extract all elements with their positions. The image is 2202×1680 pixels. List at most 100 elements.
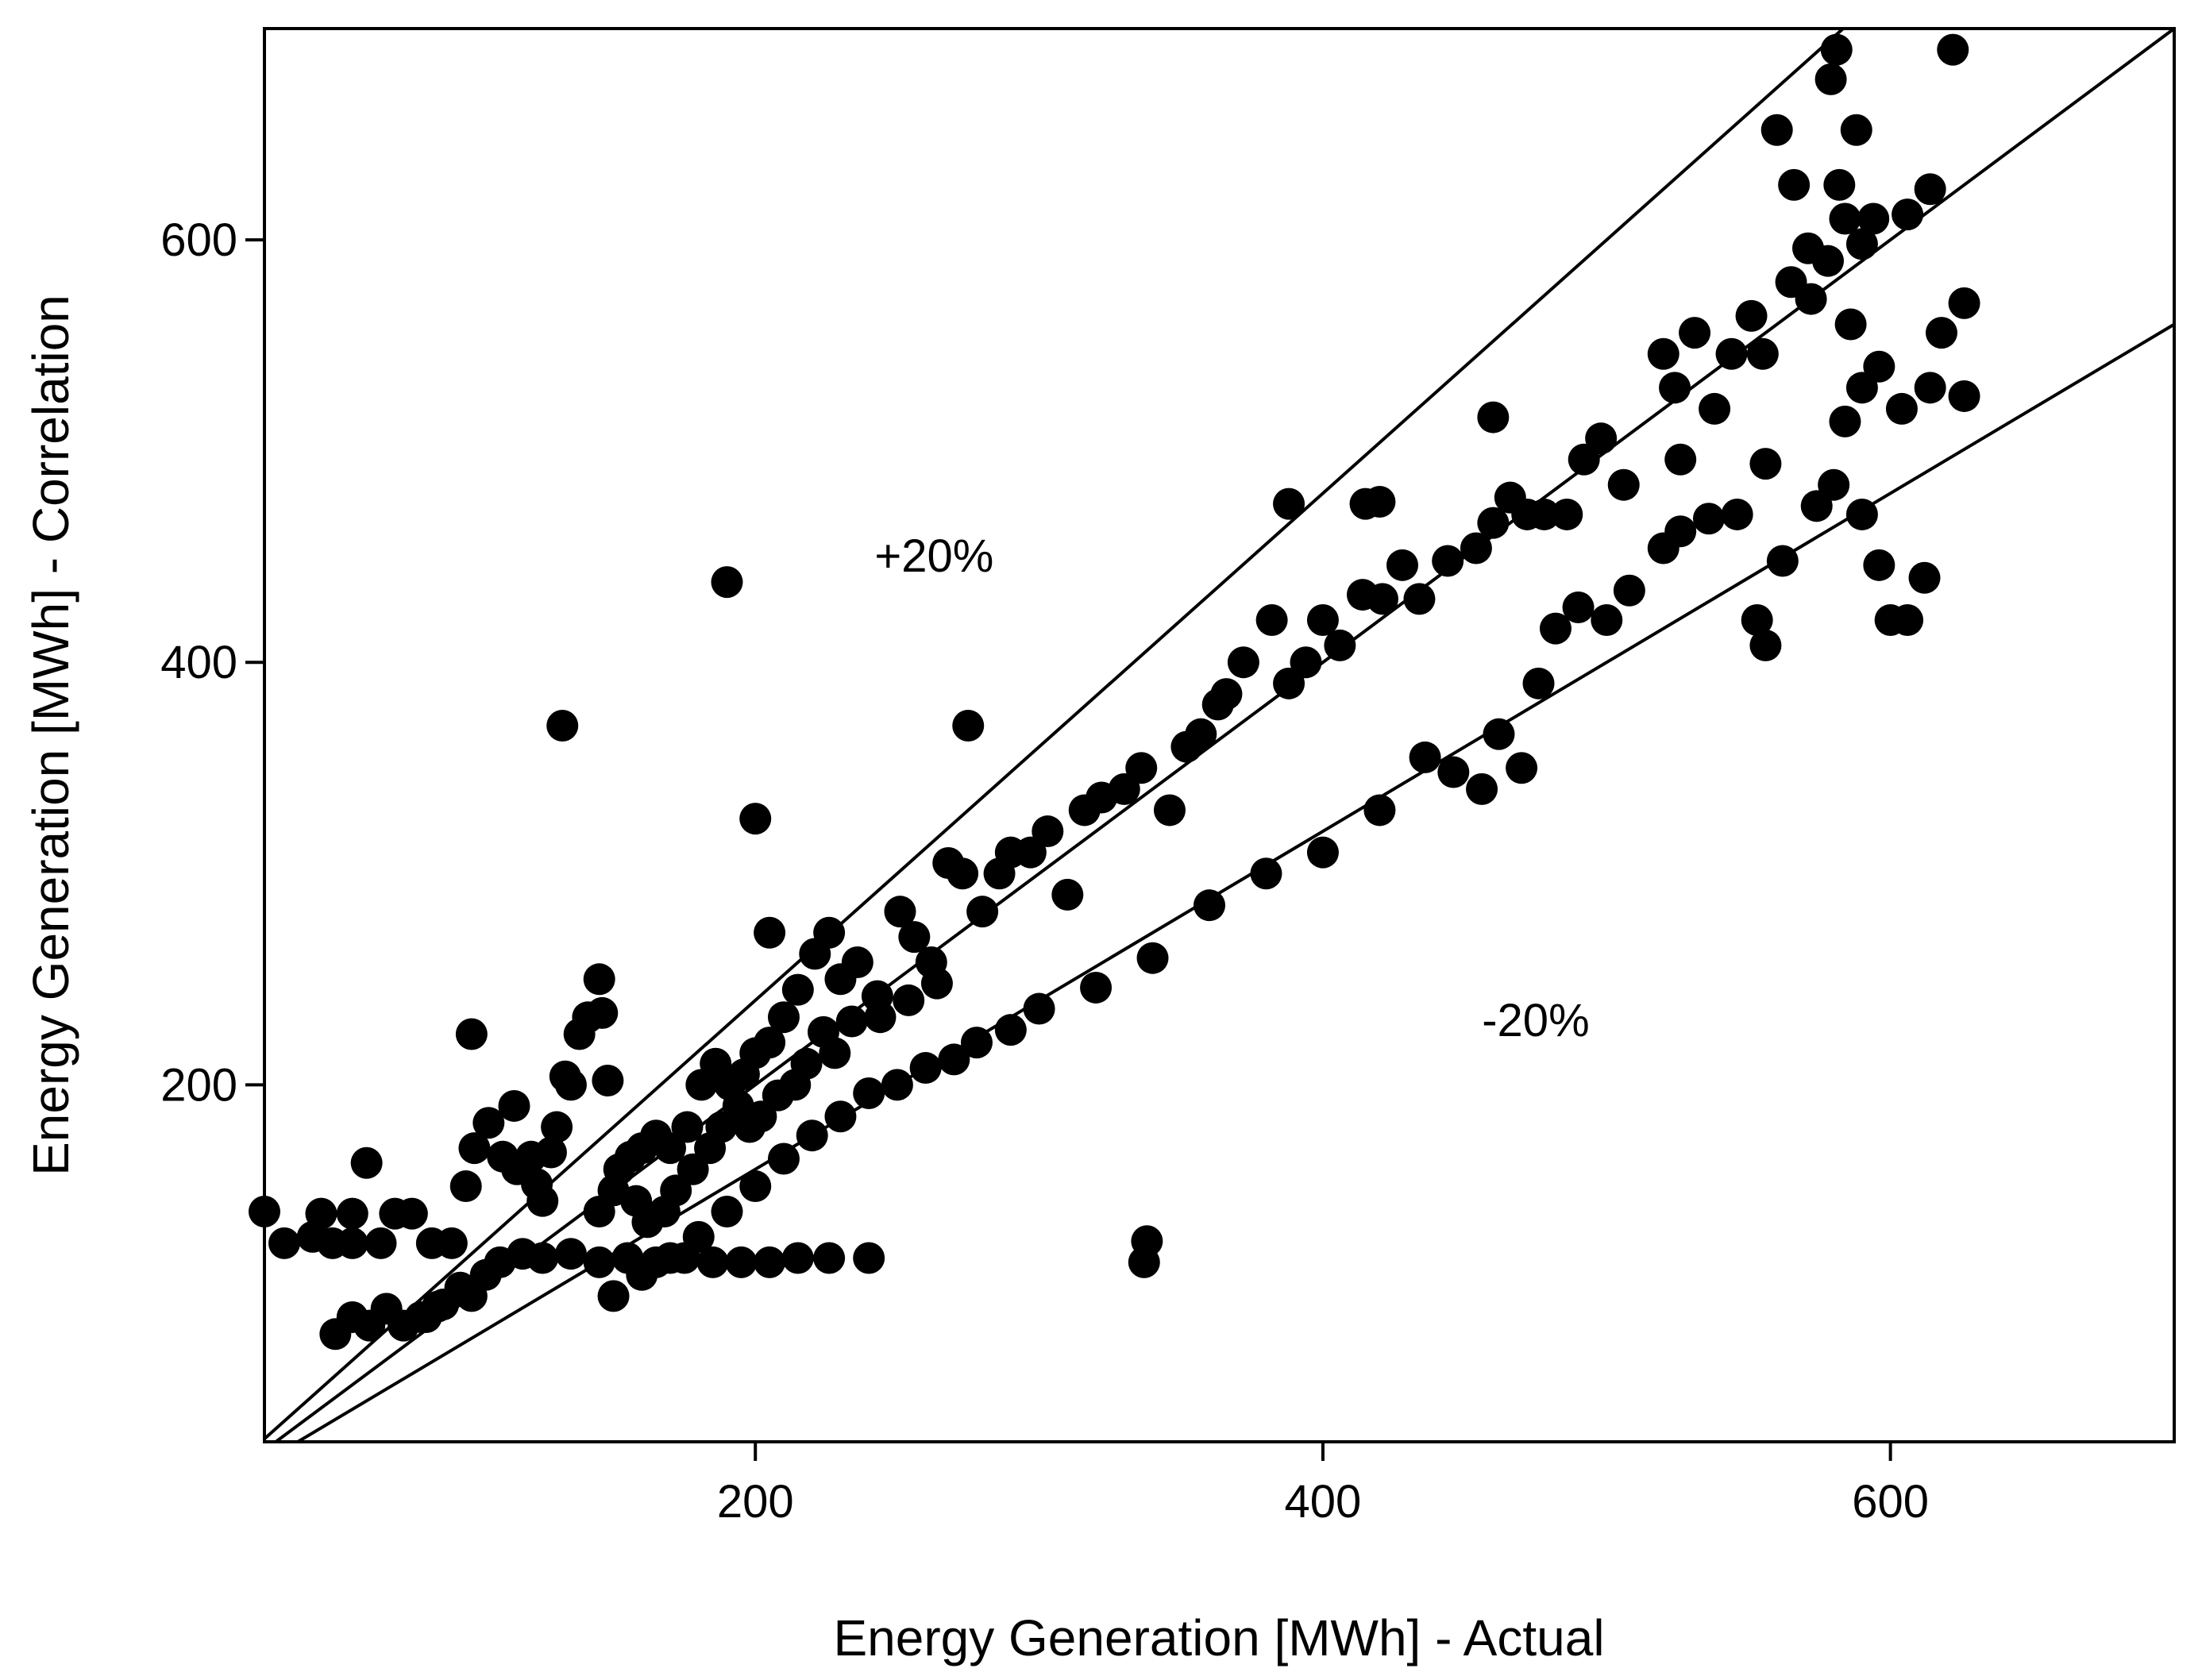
data-point	[1664, 515, 1697, 548]
data-point	[754, 1246, 786, 1278]
data-point	[1528, 498, 1560, 530]
data-point	[754, 916, 786, 949]
data-point	[1749, 448, 1782, 480]
data-point	[1366, 583, 1398, 615]
data-point	[1863, 549, 1895, 581]
data-point	[1829, 202, 1861, 235]
plot-frame	[263, 27, 2176, 1443]
data-point	[1409, 741, 1441, 773]
data-points	[249, 33, 1980, 1351]
data-point	[705, 1111, 738, 1143]
data-point	[884, 896, 916, 928]
data-point	[1937, 33, 1969, 66]
data-point	[1386, 549, 1418, 581]
data-point	[725, 1246, 758, 1278]
data-point	[813, 1242, 846, 1274]
data-point	[554, 1238, 587, 1270]
data-point	[938, 1043, 970, 1076]
data-point	[1863, 350, 1895, 383]
data-point	[1741, 603, 1773, 636]
data-point	[554, 1069, 587, 1101]
y-axis-ticks: 200 400 600	[160, 214, 264, 1111]
data-point	[1562, 591, 1595, 624]
data-point	[781, 1242, 814, 1274]
data-point	[1273, 487, 1305, 520]
data-point	[1746, 337, 1779, 370]
data-point	[1908, 561, 1941, 594]
data-point	[1948, 287, 1980, 319]
data-point	[1715, 337, 1748, 370]
data-point	[1051, 878, 1084, 911]
data-point	[1125, 752, 1158, 784]
data-point	[1131, 1225, 1163, 1258]
data-point	[739, 1170, 772, 1203]
data-point	[1306, 603, 1339, 636]
data-point	[654, 1242, 687, 1274]
y-tick-label: 400	[160, 637, 237, 688]
data-point	[881, 1069, 913, 1101]
data-point	[421, 1290, 453, 1323]
data-point	[1568, 443, 1600, 476]
data-point	[671, 1111, 704, 1143]
data-point	[1834, 308, 1867, 341]
data-point	[1814, 63, 1847, 95]
y-tick-label: 600	[160, 214, 237, 266]
data-point	[1800, 490, 1833, 522]
data-point	[1460, 532, 1492, 564]
data-point	[1023, 992, 1055, 1025]
data-point	[1290, 646, 1322, 679]
data-point	[472, 1107, 505, 1139]
data-point	[1403, 583, 1436, 615]
data-point	[682, 1220, 715, 1253]
data-point	[711, 1195, 743, 1227]
data-point	[952, 710, 985, 742]
data-point	[1324, 629, 1356, 661]
data-point	[947, 857, 979, 890]
data-point	[435, 1227, 468, 1259]
data-point	[1108, 773, 1140, 805]
data-point	[1845, 498, 1878, 530]
data-point	[824, 1100, 857, 1133]
data-point	[1585, 422, 1618, 455]
data-point	[711, 566, 743, 599]
data-point	[909, 1052, 942, 1085]
x-axis-title: Energy Generation [MWh] - Actual	[833, 1609, 1604, 1667]
data-point	[1032, 815, 1064, 848]
data-point	[1522, 667, 1555, 699]
data-point	[853, 1242, 885, 1274]
data-point	[449, 1170, 482, 1203]
y-tick-label: 200	[160, 1059, 237, 1111]
data-point	[819, 1037, 851, 1069]
data-point	[739, 803, 772, 835]
data-point	[1845, 372, 1878, 404]
data-point	[626, 1258, 658, 1291]
data-point	[841, 946, 873, 979]
data-point	[526, 1185, 559, 1217]
data-point	[853, 1077, 885, 1109]
data-point	[1840, 114, 1872, 146]
data-point	[767, 1142, 800, 1175]
data-point	[1820, 33, 1853, 66]
data-point	[1845, 228, 1878, 260]
annotation-label: +20%	[874, 530, 993, 582]
data-point	[1829, 405, 1861, 437]
data-point	[586, 996, 619, 1029]
data-point	[1647, 337, 1679, 370]
data-point	[458, 1132, 491, 1165]
data-point	[960, 1027, 993, 1059]
data-point	[268, 1227, 301, 1259]
data-point	[1679, 317, 1711, 349]
data-point	[920, 967, 953, 1000]
data-point	[336, 1197, 368, 1230]
data-point	[1153, 794, 1186, 827]
data-point	[1948, 380, 1980, 412]
data-point	[1818, 468, 1850, 501]
x-tick-label: 200	[717, 1476, 794, 1528]
data-point	[1925, 317, 1957, 349]
data-point	[1766, 545, 1799, 577]
data-point	[1885, 392, 1918, 425]
data-point	[1437, 756, 1470, 788]
data-point	[1551, 498, 1583, 530]
data-point	[1607, 468, 1640, 501]
data-point	[336, 1227, 368, 1259]
